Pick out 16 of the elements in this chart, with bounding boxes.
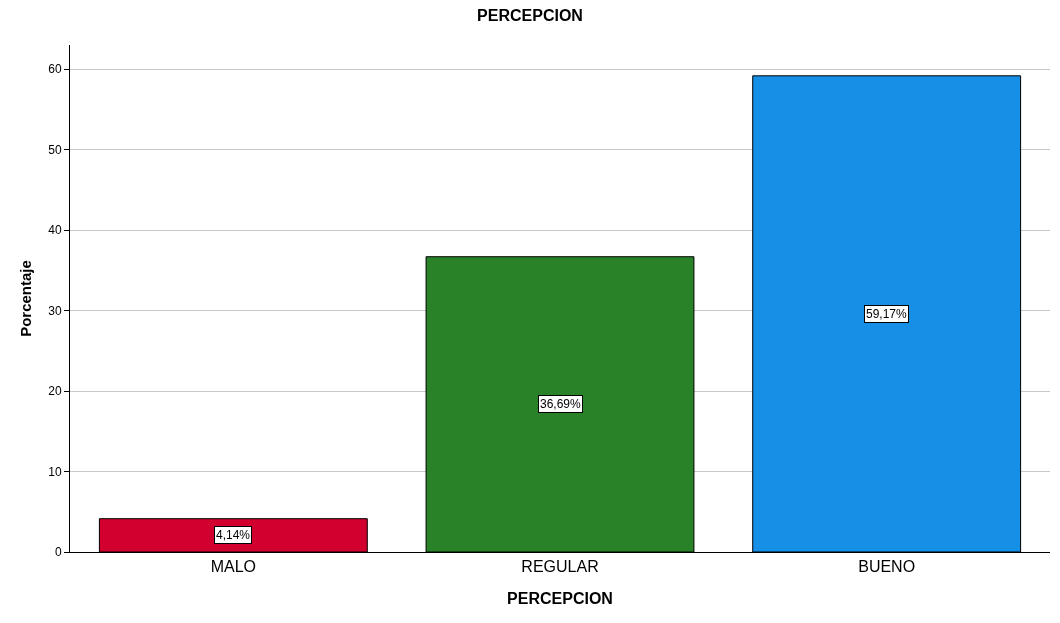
x-tick-label: REGULAR: [521, 558, 599, 576]
y-tick-label: 0: [54, 545, 62, 560]
y-tick-label: 30: [48, 303, 62, 318]
x-tick-label: BUENO: [858, 558, 916, 576]
y-tick-label: 20: [48, 384, 62, 399]
y-tick-label: 10: [48, 464, 62, 479]
x-tick-label: MALO: [210, 558, 256, 576]
data-label: 4,14%: [216, 528, 251, 542]
chart-title: PERCEPCION: [477, 6, 583, 24]
y-tick-label: 50: [48, 142, 62, 157]
data-label: 59,17%: [866, 307, 908, 321]
y-axis-title: Porcentaje: [17, 260, 35, 337]
data-label: 36,69%: [540, 397, 582, 411]
x-axis-title: PERCEPCION: [507, 589, 613, 607]
y-tick-label: 40: [48, 223, 62, 238]
y-tick-label: 60: [48, 62, 62, 77]
